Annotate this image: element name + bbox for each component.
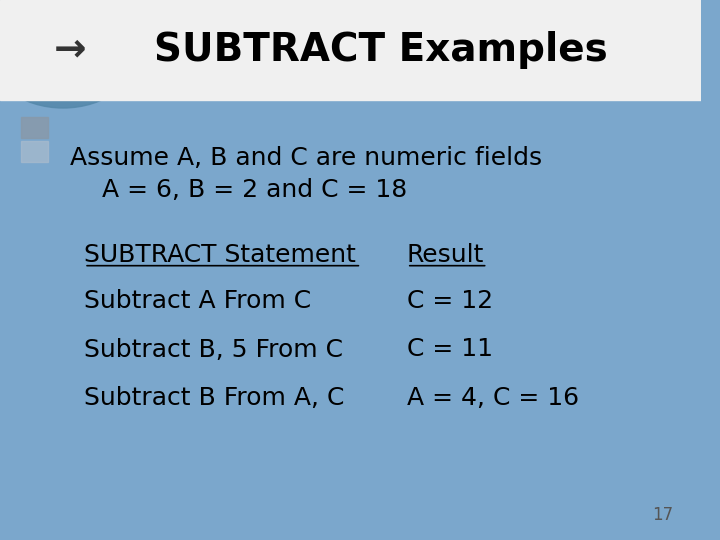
Text: →: → bbox=[54, 31, 86, 69]
Text: Assume A, B and C are numeric fields: Assume A, B and C are numeric fields bbox=[70, 146, 542, 170]
Circle shape bbox=[0, 0, 140, 108]
Bar bbox=[0, 0, 701, 100]
Text: 17: 17 bbox=[652, 506, 673, 524]
Text: Result: Result bbox=[407, 243, 485, 267]
Text: Subtract B, 5 From C: Subtract B, 5 From C bbox=[84, 338, 343, 361]
Text: C = 12: C = 12 bbox=[407, 289, 493, 313]
Text: A = 6, B = 2 and C = 18: A = 6, B = 2 and C = 18 bbox=[70, 178, 408, 202]
Bar bbox=[21, 141, 48, 162]
Text: C = 11: C = 11 bbox=[407, 338, 493, 361]
Text: SUBTRACT Statement: SUBTRACT Statement bbox=[84, 243, 356, 267]
Text: Subtract B From A, C: Subtract B From A, C bbox=[84, 386, 345, 410]
Text: A = 4, C = 16: A = 4, C = 16 bbox=[407, 386, 579, 410]
Text: Subtract A From C: Subtract A From C bbox=[84, 289, 311, 313]
Circle shape bbox=[45, 0, 144, 62]
Text: SUBTRACT Examples: SUBTRACT Examples bbox=[154, 31, 608, 69]
Bar bbox=[21, 117, 48, 138]
